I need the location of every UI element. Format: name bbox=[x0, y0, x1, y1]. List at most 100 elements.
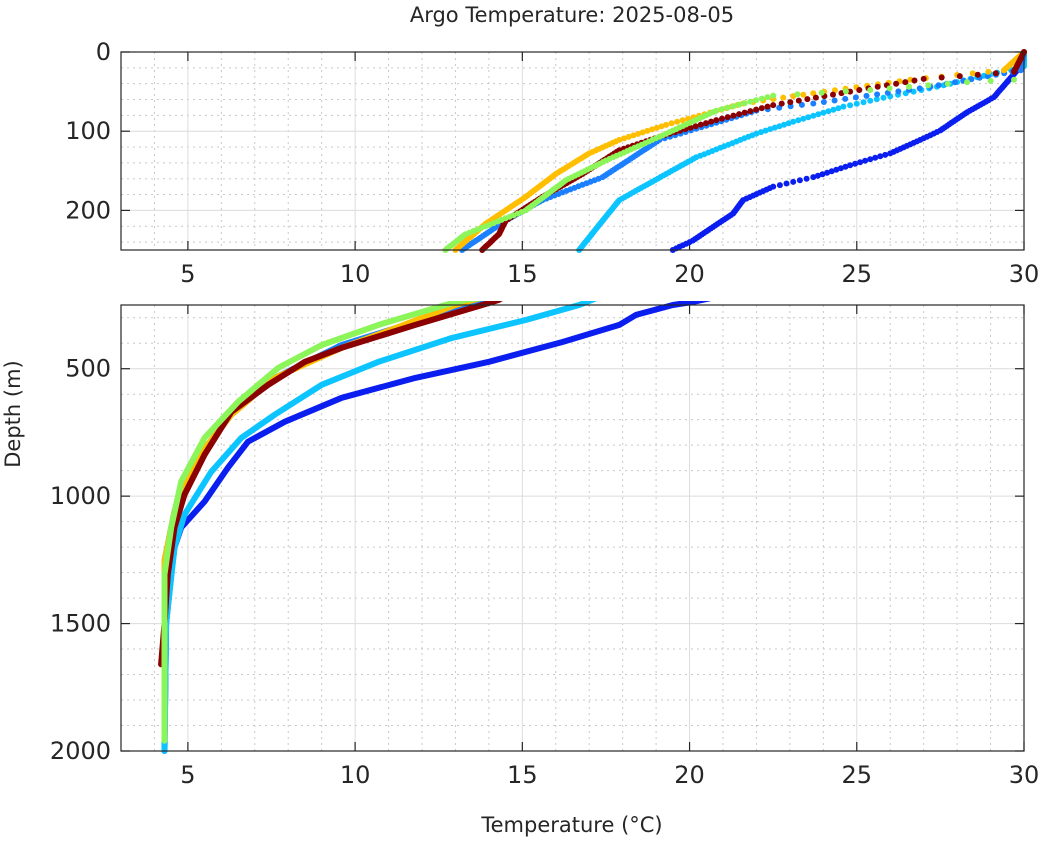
profile-2-point bbox=[785, 120, 792, 127]
profile-4-point bbox=[985, 68, 992, 75]
profile-2-point bbox=[805, 114, 812, 121]
profile-5-point bbox=[778, 100, 785, 107]
profile-2-point bbox=[820, 109, 827, 116]
profile-2-point bbox=[847, 102, 854, 109]
profile-2-point bbox=[810, 112, 817, 119]
profile-3-point bbox=[935, 82, 942, 89]
profile-3-point bbox=[842, 95, 849, 102]
profile-6-point bbox=[867, 87, 874, 93]
profile-5-point bbox=[719, 115, 725, 122]
profile-2-point bbox=[853, 100, 860, 107]
profile-5-point bbox=[804, 96, 811, 103]
profile-1-point bbox=[867, 156, 874, 163]
profile-1-point bbox=[796, 177, 803, 184]
profile-4-point bbox=[635, 130, 642, 137]
profile-4-point bbox=[668, 120, 675, 127]
profile-6-markers bbox=[442, 76, 1017, 253]
profile-6-point bbox=[724, 104, 731, 111]
profile-6-point bbox=[1011, 76, 1017, 83]
profile-1-line bbox=[161, 301, 712, 754]
profile-5-point bbox=[741, 109, 748, 116]
profile-1-point bbox=[828, 168, 835, 175]
profile-5-point bbox=[911, 77, 918, 84]
profile-5-point bbox=[753, 106, 760, 113]
profile-6-point bbox=[794, 91, 801, 98]
profile-2-point bbox=[867, 97, 874, 104]
profile-1-point bbox=[783, 180, 790, 187]
profile-1-point bbox=[852, 160, 859, 167]
chart-title: Argo Temperature: 2025-08-05 bbox=[410, 3, 734, 27]
profile-2-point bbox=[910, 88, 917, 95]
profile-6-point bbox=[730, 103, 737, 110]
profile-5-point bbox=[713, 117, 720, 124]
profile-5-point bbox=[747, 108, 754, 115]
x-tick-label: 30 bbox=[1009, 260, 1040, 288]
profile-1-markers bbox=[669, 49, 1027, 253]
profile-4-point bbox=[658, 123, 665, 130]
profile-4-point bbox=[649, 126, 656, 133]
profile-2-point bbox=[795, 117, 802, 124]
profile-3-point bbox=[874, 91, 881, 98]
profile-6-point bbox=[944, 80, 951, 87]
profile-4-point bbox=[630, 132, 637, 139]
profile-2-point bbox=[758, 129, 764, 136]
upper-axes-box bbox=[120, 51, 1025, 251]
x-tick-label: 10 bbox=[340, 761, 371, 789]
profile-2-point bbox=[762, 127, 769, 134]
profile-3-line bbox=[161, 301, 495, 729]
profile-4-point bbox=[653, 124, 660, 131]
profile-5-point bbox=[856, 87, 863, 93]
profile-6-point bbox=[818, 89, 825, 96]
profile-5-point bbox=[795, 97, 802, 104]
profile-5-point bbox=[812, 94, 819, 101]
profile-3-point bbox=[984, 73, 991, 80]
profile-1-point bbox=[882, 151, 889, 158]
profile-5-point bbox=[730, 112, 737, 119]
profile-1-point bbox=[824, 169, 831, 176]
profile-6-point bbox=[842, 88, 849, 95]
profile-6-point bbox=[770, 92, 777, 99]
y-tick-label: 1000 bbox=[50, 482, 111, 510]
profile-6-point bbox=[753, 97, 760, 104]
profile-3-point bbox=[852, 94, 859, 101]
profile-1-point bbox=[837, 165, 844, 172]
x-tick-label: 30 bbox=[1009, 761, 1040, 789]
profile-2-point bbox=[771, 124, 778, 131]
y-tick-label: 100 bbox=[65, 117, 111, 145]
profile-2-point bbox=[825, 108, 832, 115]
profile-1-point bbox=[842, 163, 849, 170]
profile-2-point bbox=[781, 121, 787, 128]
profile-5-point bbox=[703, 120, 709, 127]
y-tick-label: 1500 bbox=[50, 610, 111, 638]
profile-6-point bbox=[964, 79, 971, 86]
profile-5-point bbox=[920, 75, 927, 82]
profile-5-point bbox=[708, 118, 715, 125]
profile-5-point bbox=[874, 83, 881, 90]
profile-2-point bbox=[790, 118, 797, 125]
profile-3-point bbox=[863, 92, 870, 99]
profile-5-point bbox=[992, 70, 999, 77]
profile-1-point bbox=[814, 172, 821, 179]
x-tick-label: 20 bbox=[674, 761, 705, 789]
profile-1-point bbox=[833, 166, 840, 173]
profile-4-point bbox=[625, 133, 632, 140]
x-tick-label: 5 bbox=[180, 761, 195, 789]
profile-5-point bbox=[736, 111, 743, 118]
profile-1-point bbox=[790, 178, 797, 185]
profile-1-point bbox=[887, 150, 894, 157]
x-axis-label: Temperature (°C) bbox=[480, 813, 662, 837]
profile-1-point bbox=[877, 153, 884, 160]
profile-3-point bbox=[968, 76, 975, 83]
profile-2-point bbox=[776, 123, 783, 130]
profile-3-point bbox=[952, 79, 958, 86]
profile-3-point bbox=[884, 89, 891, 96]
y-tick-label: 500 bbox=[65, 355, 111, 383]
profile-5-point bbox=[692, 123, 699, 130]
profile-5-point bbox=[770, 102, 777, 109]
profile-6-point bbox=[719, 106, 725, 113]
lower-axes: 5 10 15 20 25 30 500 1000 1500 2000 bbox=[50, 301, 1040, 789]
profile-1-point bbox=[857, 159, 864, 166]
profile-3-point bbox=[916, 85, 923, 92]
profile-1-point bbox=[847, 162, 854, 169]
profile-4-point bbox=[969, 70, 976, 77]
